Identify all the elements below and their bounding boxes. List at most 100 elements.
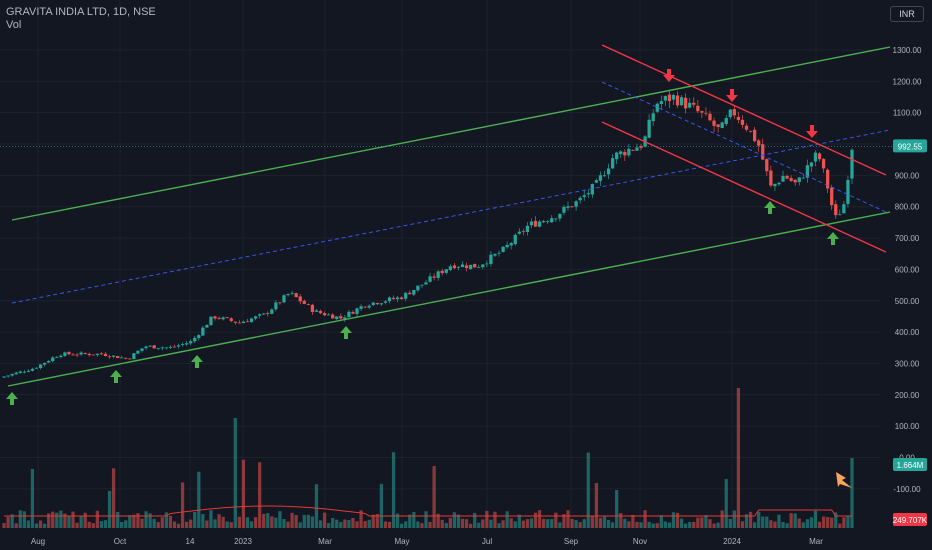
candle-body (314, 310, 319, 312)
candle-body (773, 183, 777, 187)
candle-body (769, 170, 773, 186)
candle-body (87, 353, 91, 356)
price-tick-label: 1300.00 (893, 46, 922, 55)
candle-body (675, 95, 680, 106)
candle-body (201, 327, 205, 336)
candle-body (850, 149, 854, 179)
volume-bar (801, 522, 805, 528)
candle-body (229, 318, 233, 321)
volume-bar (428, 521, 432, 528)
volume-bar (509, 518, 513, 528)
candle-body (395, 297, 400, 300)
volume-bar (67, 515, 71, 528)
volume-bar (469, 523, 473, 528)
volume-bar (164, 512, 168, 528)
candle-body (574, 201, 578, 207)
candle-body (209, 316, 213, 325)
volume-bar (375, 513, 379, 528)
candle-body (809, 162, 814, 167)
volume-bar (168, 515, 173, 528)
volume-bar (753, 522, 757, 528)
volume-bar (371, 514, 375, 528)
price-tick-label: 100.00 (895, 422, 920, 431)
volume-bar (249, 521, 254, 528)
trendlines[interactable] (7, 44, 891, 387)
candle-body (748, 130, 753, 132)
volume-bar (615, 490, 619, 528)
candle-body (363, 306, 367, 308)
candle-body (602, 175, 607, 177)
candle-body (189, 341, 193, 344)
candle-body (509, 243, 513, 246)
candle-body (71, 354, 75, 356)
candle-body (594, 180, 599, 183)
volume-bar (176, 523, 181, 528)
candle-body (692, 102, 696, 105)
volume-bar (233, 418, 237, 528)
volume-bar (757, 511, 761, 528)
volume-bar (2, 523, 6, 528)
time-axis[interactable]: Aug Oct 14 2023 Mar May Jul Sep Nov 2024 Mar (31, 537, 823, 546)
price-tick-label: 700.00 (895, 234, 920, 243)
green-up-arrow-icon (6, 392, 18, 405)
volume-bar (448, 517, 452, 528)
volume-bar (408, 514, 412, 528)
candle-body (400, 297, 404, 300)
candle-body (736, 116, 741, 120)
volume-bar (351, 517, 355, 528)
volume-bar (712, 523, 716, 528)
candle-body (51, 357, 55, 362)
volume-bar (724, 479, 728, 528)
candle-body (306, 304, 310, 305)
candle-body (489, 254, 493, 264)
volume-bar (6, 516, 10, 528)
currency-selector[interactable]: INR (890, 6, 924, 22)
volume-bar (696, 517, 700, 528)
candle-body (846, 179, 850, 204)
volume-bar (95, 510, 99, 528)
price-tick-label: 400.00 (895, 328, 920, 337)
volume-bar (59, 510, 63, 528)
volume-bar (152, 518, 156, 528)
candle-body (95, 353, 99, 355)
candle-body (728, 109, 732, 118)
candle-body (444, 269, 448, 273)
volume-bar (744, 514, 749, 528)
candle-body (477, 267, 481, 268)
volume-bar (781, 521, 785, 528)
candle-body (797, 177, 801, 183)
volume-bar (789, 513, 793, 528)
candle-body (655, 103, 659, 112)
candle-body (631, 150, 635, 151)
symbol-title[interactable]: GRAVITA INDIA LTD, 1D, NSE (6, 6, 156, 18)
price-axis[interactable]: 1300.001200.001100.001000.00900.00800.00… (893, 46, 922, 494)
volume-bar (473, 512, 477, 528)
annotation-arrows[interactable] (6, 69, 852, 488)
volume-bar (769, 520, 773, 528)
candle-body (278, 302, 282, 304)
volume-bar (635, 521, 639, 528)
candle-body (404, 292, 408, 299)
candle-body (233, 321, 237, 323)
volume-bar (367, 519, 371, 528)
volume-bar (805, 519, 809, 528)
volume-bar (533, 512, 538, 528)
volume-bar (813, 510, 818, 528)
volume-legend-label[interactable]: Vol (6, 19, 22, 31)
time-tick-label: Sep (564, 537, 579, 546)
candle-body (558, 213, 562, 219)
candle-body (270, 309, 274, 314)
volume-bar (245, 517, 250, 528)
volume-bar (611, 522, 615, 528)
candle-body (290, 292, 294, 294)
volume-bar (529, 518, 534, 528)
candle-body (22, 371, 26, 373)
candle-body (262, 313, 266, 315)
volume-bar (432, 466, 436, 528)
candle-body (826, 169, 830, 189)
candle-body (221, 317, 225, 320)
candle-body (107, 356, 112, 358)
candle-body (525, 225, 530, 232)
chart-grid (0, 0, 880, 530)
